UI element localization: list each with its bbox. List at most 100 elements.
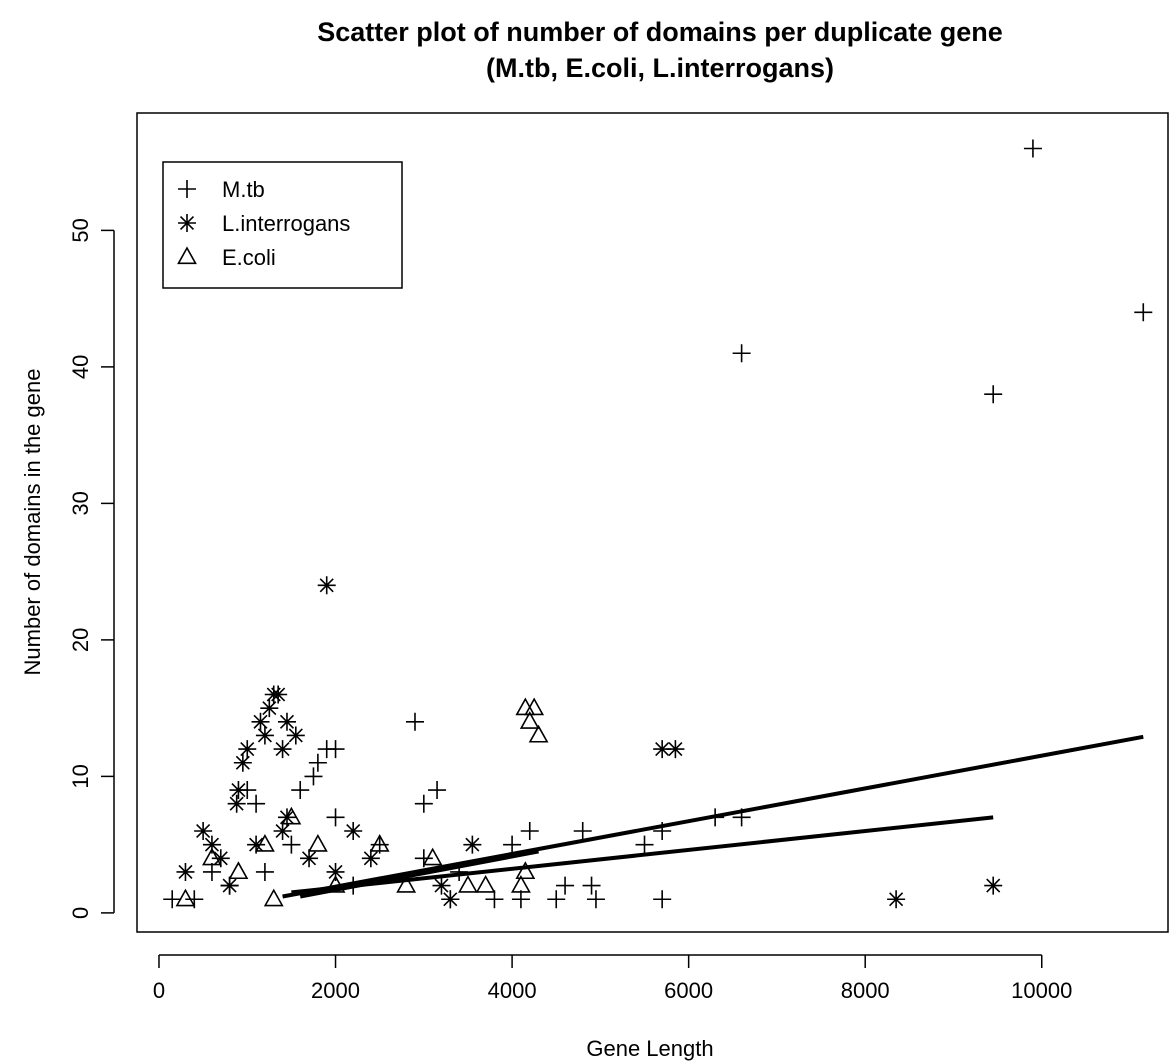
point bbox=[396, 874, 417, 893]
point bbox=[255, 834, 275, 852]
point bbox=[485, 890, 504, 909]
point bbox=[229, 781, 248, 800]
point bbox=[300, 849, 319, 868]
point bbox=[422, 847, 443, 866]
y-tick-label: 0 bbox=[68, 907, 93, 919]
point bbox=[520, 821, 539, 840]
point bbox=[515, 697, 536, 716]
point bbox=[308, 753, 327, 772]
y-tick-label: 20 bbox=[68, 628, 93, 652]
point bbox=[463, 835, 482, 854]
point bbox=[458, 874, 478, 893]
point bbox=[291, 781, 310, 800]
y-tick-label: 40 bbox=[68, 355, 93, 379]
point bbox=[586, 890, 605, 909]
point bbox=[176, 862, 195, 881]
point bbox=[281, 806, 302, 825]
point bbox=[653, 890, 672, 909]
point bbox=[260, 699, 279, 718]
legend-box bbox=[162, 161, 403, 289]
trend-line bbox=[291, 815, 994, 895]
trend-line bbox=[282, 734, 1144, 899]
point bbox=[317, 576, 336, 595]
point bbox=[202, 862, 221, 881]
legend-label: L.interrogans bbox=[222, 211, 350, 236]
point bbox=[227, 794, 246, 813]
x-axis-label: Gene Length bbox=[586, 1036, 713, 1061]
point bbox=[369, 834, 390, 852]
x-tick-label: 0 bbox=[153, 978, 165, 1003]
point bbox=[194, 821, 213, 840]
point bbox=[503, 835, 522, 854]
point bbox=[304, 767, 323, 786]
point bbox=[1134, 303, 1153, 322]
point bbox=[273, 821, 292, 840]
y-axis-label: Number of domains in the gene bbox=[20, 369, 45, 676]
point bbox=[269, 685, 288, 704]
y-tick-label: 30 bbox=[68, 491, 93, 515]
point bbox=[211, 849, 230, 868]
point bbox=[175, 888, 196, 907]
point bbox=[653, 740, 672, 759]
point bbox=[556, 876, 575, 895]
x-tick-label: 8000 bbox=[841, 978, 890, 1003]
chart-title: Scatter plot of number of domains per du… bbox=[317, 17, 1003, 47]
legend-marker bbox=[177, 246, 197, 265]
point bbox=[984, 876, 1003, 895]
chart-subtitle: (M.tb, E.coli, L.interrogans) bbox=[486, 53, 834, 83]
trend-line bbox=[299, 849, 539, 899]
point bbox=[255, 862, 274, 881]
point bbox=[238, 740, 257, 759]
point bbox=[233, 753, 252, 772]
point bbox=[1023, 139, 1042, 158]
point bbox=[220, 876, 239, 895]
point bbox=[263, 888, 284, 907]
point bbox=[524, 697, 545, 716]
point bbox=[528, 724, 549, 743]
point bbox=[635, 835, 654, 854]
point bbox=[273, 740, 292, 759]
point bbox=[405, 712, 424, 731]
point bbox=[887, 890, 906, 909]
point bbox=[432, 876, 451, 895]
point bbox=[202, 847, 222, 866]
point bbox=[277, 712, 296, 731]
x-tick-label: 2000 bbox=[311, 978, 360, 1003]
point bbox=[326, 740, 345, 759]
point bbox=[547, 890, 566, 909]
point bbox=[519, 711, 540, 729]
x-tick-label: 10000 bbox=[1011, 978, 1072, 1003]
point bbox=[511, 874, 531, 893]
plot-frame bbox=[136, 112, 1169, 933]
point bbox=[163, 890, 182, 909]
point bbox=[475, 874, 496, 893]
point bbox=[984, 385, 1003, 404]
x-tick-label: 4000 bbox=[488, 978, 537, 1003]
point bbox=[247, 835, 266, 854]
point bbox=[511, 890, 530, 909]
point bbox=[307, 834, 328, 852]
point bbox=[361, 849, 380, 868]
point bbox=[582, 876, 601, 895]
point bbox=[255, 726, 274, 745]
y-tick-label: 50 bbox=[68, 218, 93, 242]
point bbox=[344, 821, 363, 840]
point bbox=[732, 344, 751, 363]
point bbox=[326, 808, 345, 827]
point bbox=[247, 794, 266, 813]
legend-label: E.coli bbox=[222, 245, 276, 270]
point bbox=[286, 726, 305, 745]
point bbox=[428, 781, 447, 800]
legend-marker bbox=[178, 180, 196, 198]
point bbox=[326, 862, 345, 881]
point bbox=[282, 835, 301, 854]
point bbox=[573, 821, 592, 840]
point bbox=[666, 740, 685, 759]
point bbox=[251, 712, 270, 731]
y-tick-label: 10 bbox=[68, 764, 93, 788]
point bbox=[228, 861, 249, 880]
legend-label: M.tb bbox=[222, 177, 265, 202]
point bbox=[414, 794, 433, 813]
legend-marker bbox=[178, 214, 196, 232]
